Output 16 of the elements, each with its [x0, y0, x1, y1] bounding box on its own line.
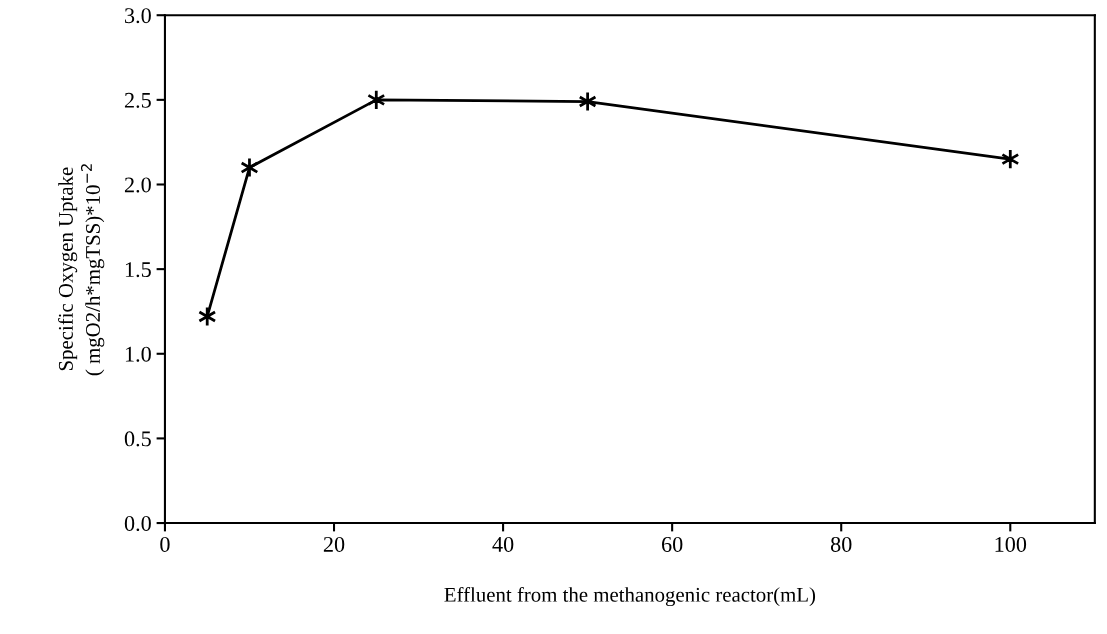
- y-tick-label: 1.0: [125, 346, 151, 362]
- y-tick-label: 2.5: [124, 92, 151, 108]
- y-tick-label: 3.0: [125, 8, 151, 24]
- y-tick-label: 0.5: [124, 431, 151, 447]
- x-tick-label: 60: [661, 536, 683, 552]
- x-tick-label: 40: [492, 536, 514, 552]
- x-tick-label: 80: [830, 536, 852, 552]
- x-axis-title: Effluent from the methanogenic reactor(mL): [444, 586, 816, 607]
- y-axis-title: Specific Oxygen Uptake ( mgO2/h*mgTSS)*10$^{−2}$: [58, 164, 105, 376]
- x-tick-label: 20: [323, 536, 345, 552]
- point: [1001, 148, 1020, 170]
- y-tick-label: 2.0: [124, 177, 151, 193]
- y-tick-label: 1.5: [125, 262, 151, 278]
- y-tick-label: 0.0: [124, 515, 151, 532]
- x-tick-label: 0: [160, 536, 170, 552]
- x-tick-label: 100: [995, 536, 1027, 552]
